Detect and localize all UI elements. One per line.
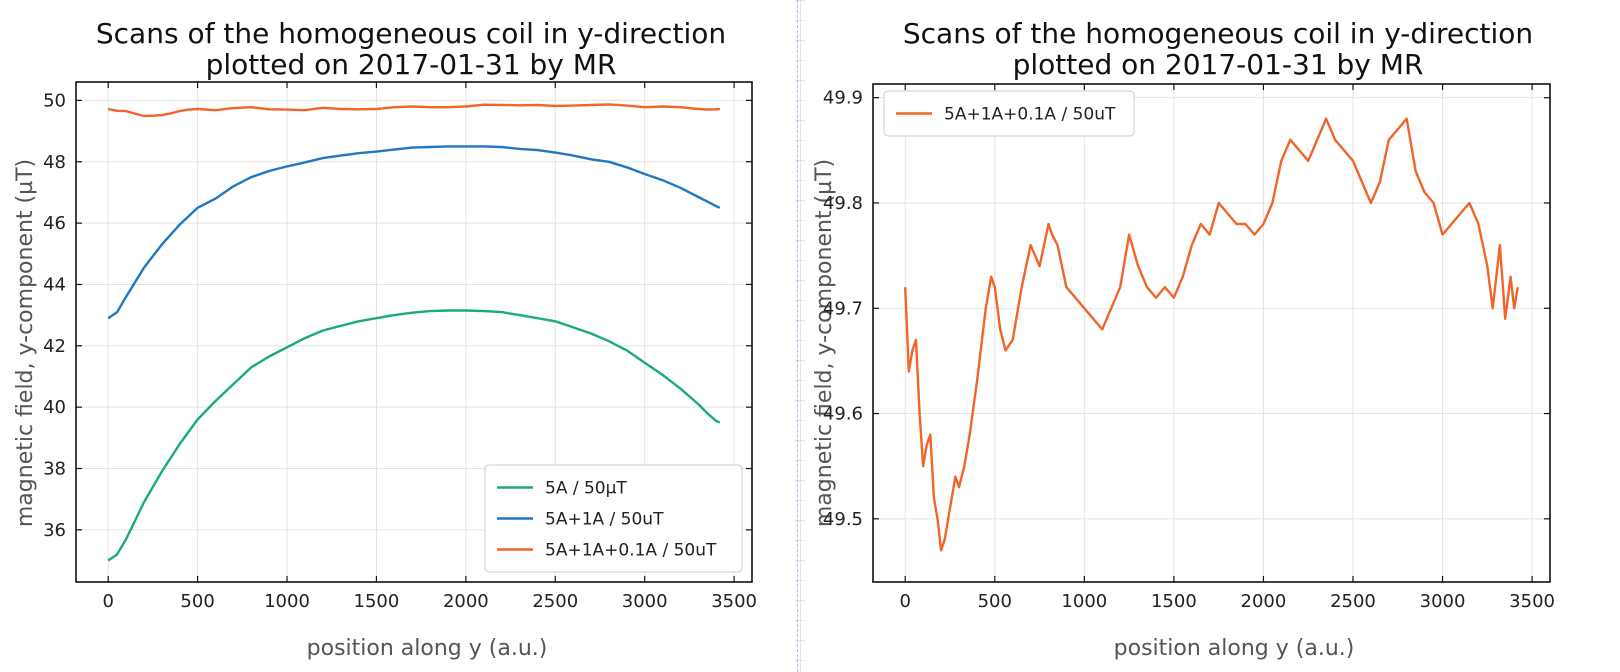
y-tick-label: 36 <box>43 520 66 541</box>
series-line-0 <box>904 117 1519 552</box>
y-tick-label: 40 <box>43 397 66 418</box>
chart-title-line-1: Scans of the homogeneous coil in y-direc… <box>903 17 1533 50</box>
grid <box>873 84 1550 582</box>
panel-separator <box>797 0 798 672</box>
legend-label: 5A / 50µT <box>545 479 627 499</box>
x-tick-label: 3500 <box>1509 591 1555 612</box>
right-chart: Scans of the homogeneous coil in y-direc… <box>812 17 1555 661</box>
y-axis-label: magnetic field, y-component (µT) <box>812 159 837 527</box>
legend-label: 5A+1A / 50uT <box>545 510 664 530</box>
y-tick-label: 46 <box>43 213 66 234</box>
x-tick-label: 2500 <box>532 591 578 612</box>
y-tick-label: 38 <box>43 459 66 480</box>
x-tick-label: 1500 <box>1151 591 1197 612</box>
chart-title-line-2: plotted on 2017-01-31 by MR <box>1013 48 1424 81</box>
x-tick-label: 1000 <box>264 591 310 612</box>
series-line-1 <box>107 145 721 320</box>
x-tick-label: 3000 <box>622 591 668 612</box>
x-tick-label: 3000 <box>1420 591 1466 612</box>
y-tick-label: 42 <box>43 336 66 357</box>
legend-box <box>484 464 743 573</box>
y-tick-label: 49.9 <box>823 88 863 109</box>
legend-box <box>883 90 1135 137</box>
plot-frame <box>872 83 1551 583</box>
x-tick-label: 500 <box>978 591 1012 612</box>
legend: 5A / 50µT 5A+1A / 50uT 5A+1A+0.1A / 50uT <box>484 464 743 573</box>
x-tick-label: 1500 <box>354 591 400 612</box>
chart-title-line-1: Scans of the homogeneous coil in y-direc… <box>96 17 726 50</box>
x-tick-label: 1000 <box>1061 591 1107 612</box>
series-line-0 <box>107 309 721 562</box>
plot-frame <box>75 81 753 583</box>
y-tick-label: 49.5 <box>823 509 863 530</box>
legend: 5A+1A+0.1A / 50uT <box>883 90 1135 137</box>
grid <box>76 82 752 582</box>
y-tick-label: 48 <box>43 152 66 173</box>
x-tick-label: 3500 <box>711 591 757 612</box>
legend-label: 5A+1A+0.1A / 50uT <box>944 105 1116 125</box>
series-line-2 <box>107 103 720 118</box>
y-tick-label: 44 <box>43 274 66 295</box>
x-axis-label: position along y (a.u.) <box>307 636 548 661</box>
x-tick-label: 2000 <box>1241 591 1287 612</box>
x-tick-label: 0 <box>900 591 911 612</box>
x-axis-label: position along y (a.u.) <box>1114 636 1355 661</box>
y-tick-label: 49.6 <box>823 404 863 425</box>
right-chart-panel: Scans of the homogeneous coil in y-direc… <box>805 0 1620 672</box>
x-tick-label: 0 <box>102 591 113 612</box>
y-tick-label: 50 <box>43 90 66 111</box>
y-axis-label: magnetic field, y-component (µT) <box>13 159 38 527</box>
left-chart-panel: Scans of the homogeneous coil in y-direc… <box>0 0 795 672</box>
x-tick-label: 500 <box>180 591 214 612</box>
y-tick-label: 49.7 <box>823 298 863 319</box>
legend-label: 5A+1A+0.1A / 50uT <box>545 541 717 561</box>
chart-title-line-2: plotted on 2017-01-31 by MR <box>206 48 617 81</box>
left-chart: Scans of the homogeneous coil in y-direc… <box>13 17 757 661</box>
x-tick-label: 2000 <box>443 591 489 612</box>
y-tick-label: 49.8 <box>823 193 863 214</box>
x-tick-label: 2500 <box>1330 591 1376 612</box>
